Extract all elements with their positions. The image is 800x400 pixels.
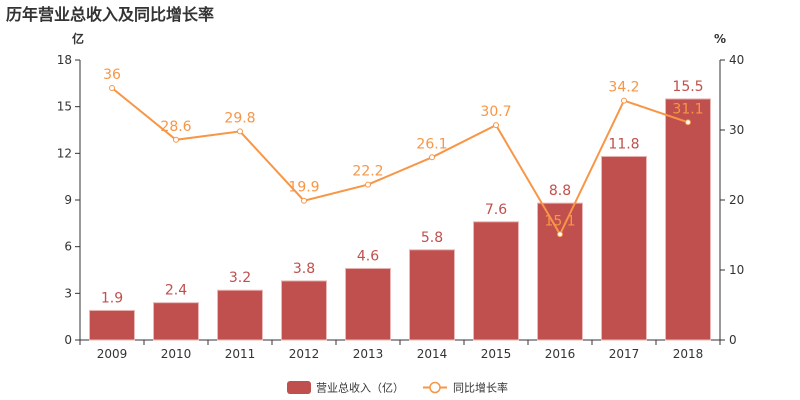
legend-item-growth[interactable]: 同比增长率 (423, 381, 508, 395)
right-axis-tick-label: 10 (729, 263, 744, 277)
growth-point (301, 197, 307, 204)
bar-data-label: 8.8 (549, 183, 571, 199)
bar-data-label: 3.8 (293, 261, 315, 277)
left-axis-tick-label: 6 (64, 240, 72, 254)
growth-point (685, 119, 691, 126)
growth-data-label: 19.9 (288, 180, 319, 196)
growth-point (173, 136, 179, 143)
bar (473, 221, 519, 341)
x-axis-tick-label: 2011 (225, 347, 256, 361)
left-axis-tick-label: 3 (64, 286, 72, 300)
left-axis-tick-label: 9 (64, 193, 72, 207)
bar-data-label: 3.2 (229, 270, 251, 286)
growth-data-label: 29.8 (224, 110, 255, 126)
growth-point (365, 181, 371, 188)
bar (409, 249, 455, 341)
bar (153, 302, 199, 341)
x-axis-tick-label: 2015 (481, 347, 512, 361)
right-axis-tick-label: 40 (729, 53, 744, 67)
bar (217, 289, 263, 341)
x-axis-tick-label: 2016 (545, 347, 576, 361)
bar-data-label: 1.9 (101, 290, 123, 306)
growth-data-label: 31.1 (672, 101, 703, 117)
legend: 营业总收入（亿） 同比增长率 (287, 381, 508, 395)
left-axis-tick-label: 18 (57, 53, 72, 67)
right-axis-tick-label: 30 (729, 123, 744, 137)
growth-line (111, 87, 689, 237)
x-axis-tick-label: 2017 (609, 347, 640, 361)
bar (281, 280, 327, 341)
legend-label-revenue: 营业总收入（亿） (316, 381, 404, 395)
left-axis-tick-label: 15 (57, 100, 72, 114)
x-axis-tick-label: 2018 (673, 347, 704, 361)
x-axis-tick-label: 2014 (417, 347, 448, 361)
growth-point (557, 231, 563, 238)
growth-point (493, 122, 499, 129)
bar-data-label: 7.6 (485, 202, 507, 218)
bar (601, 155, 647, 341)
growth-data-label: 36 (103, 67, 121, 83)
growth-data-label: 34.2 (608, 80, 639, 96)
bar-data-label: 5.8 (421, 230, 443, 246)
bar-data-label: 15.5 (672, 79, 703, 95)
left-axis-unit: 亿 (72, 31, 84, 46)
legend-label-growth: 同比增长率 (453, 381, 508, 395)
bar-data-label: 11.8 (608, 136, 639, 152)
bar-data-label: 4.6 (357, 248, 379, 264)
growth-point (237, 128, 243, 135)
right-axis-tick-label: 20 (729, 193, 744, 207)
x-axis-tick-label: 2010 (161, 347, 192, 361)
legend-bar-swatch (287, 381, 311, 394)
bar (345, 267, 391, 341)
x-axis-tick-label: 2009 (97, 347, 128, 361)
growth-data-label: 15.1 (544, 213, 575, 229)
growth-data-label: 22.2 (352, 164, 383, 180)
bar-data-label: 2.4 (165, 283, 187, 299)
growth-data-label: 28.6 (160, 119, 191, 135)
bar (89, 309, 135, 341)
growth-point (621, 97, 627, 104)
x-axis-tick-label: 2013 (353, 347, 384, 361)
left-axis-tick-label: 12 (57, 146, 72, 160)
growth-data-label: 26.1 (416, 136, 447, 152)
legend-item-revenue[interactable]: 营业总收入（亿） (287, 381, 404, 395)
bar (665, 98, 711, 341)
right-axis-unit: % (714, 32, 726, 46)
chart-title: 历年营业总收入及同比增长率 (6, 5, 214, 24)
growth-point (429, 154, 435, 161)
right-axis-tick-label: 0 (729, 333, 737, 347)
bar (537, 202, 583, 341)
growth-data-label: 30.7 (480, 104, 511, 120)
x-axis-tick-label: 2012 (289, 347, 320, 361)
left-axis-tick-label: 0 (64, 333, 72, 347)
growth-point (109, 85, 115, 91)
legend-line-marker (429, 381, 441, 394)
